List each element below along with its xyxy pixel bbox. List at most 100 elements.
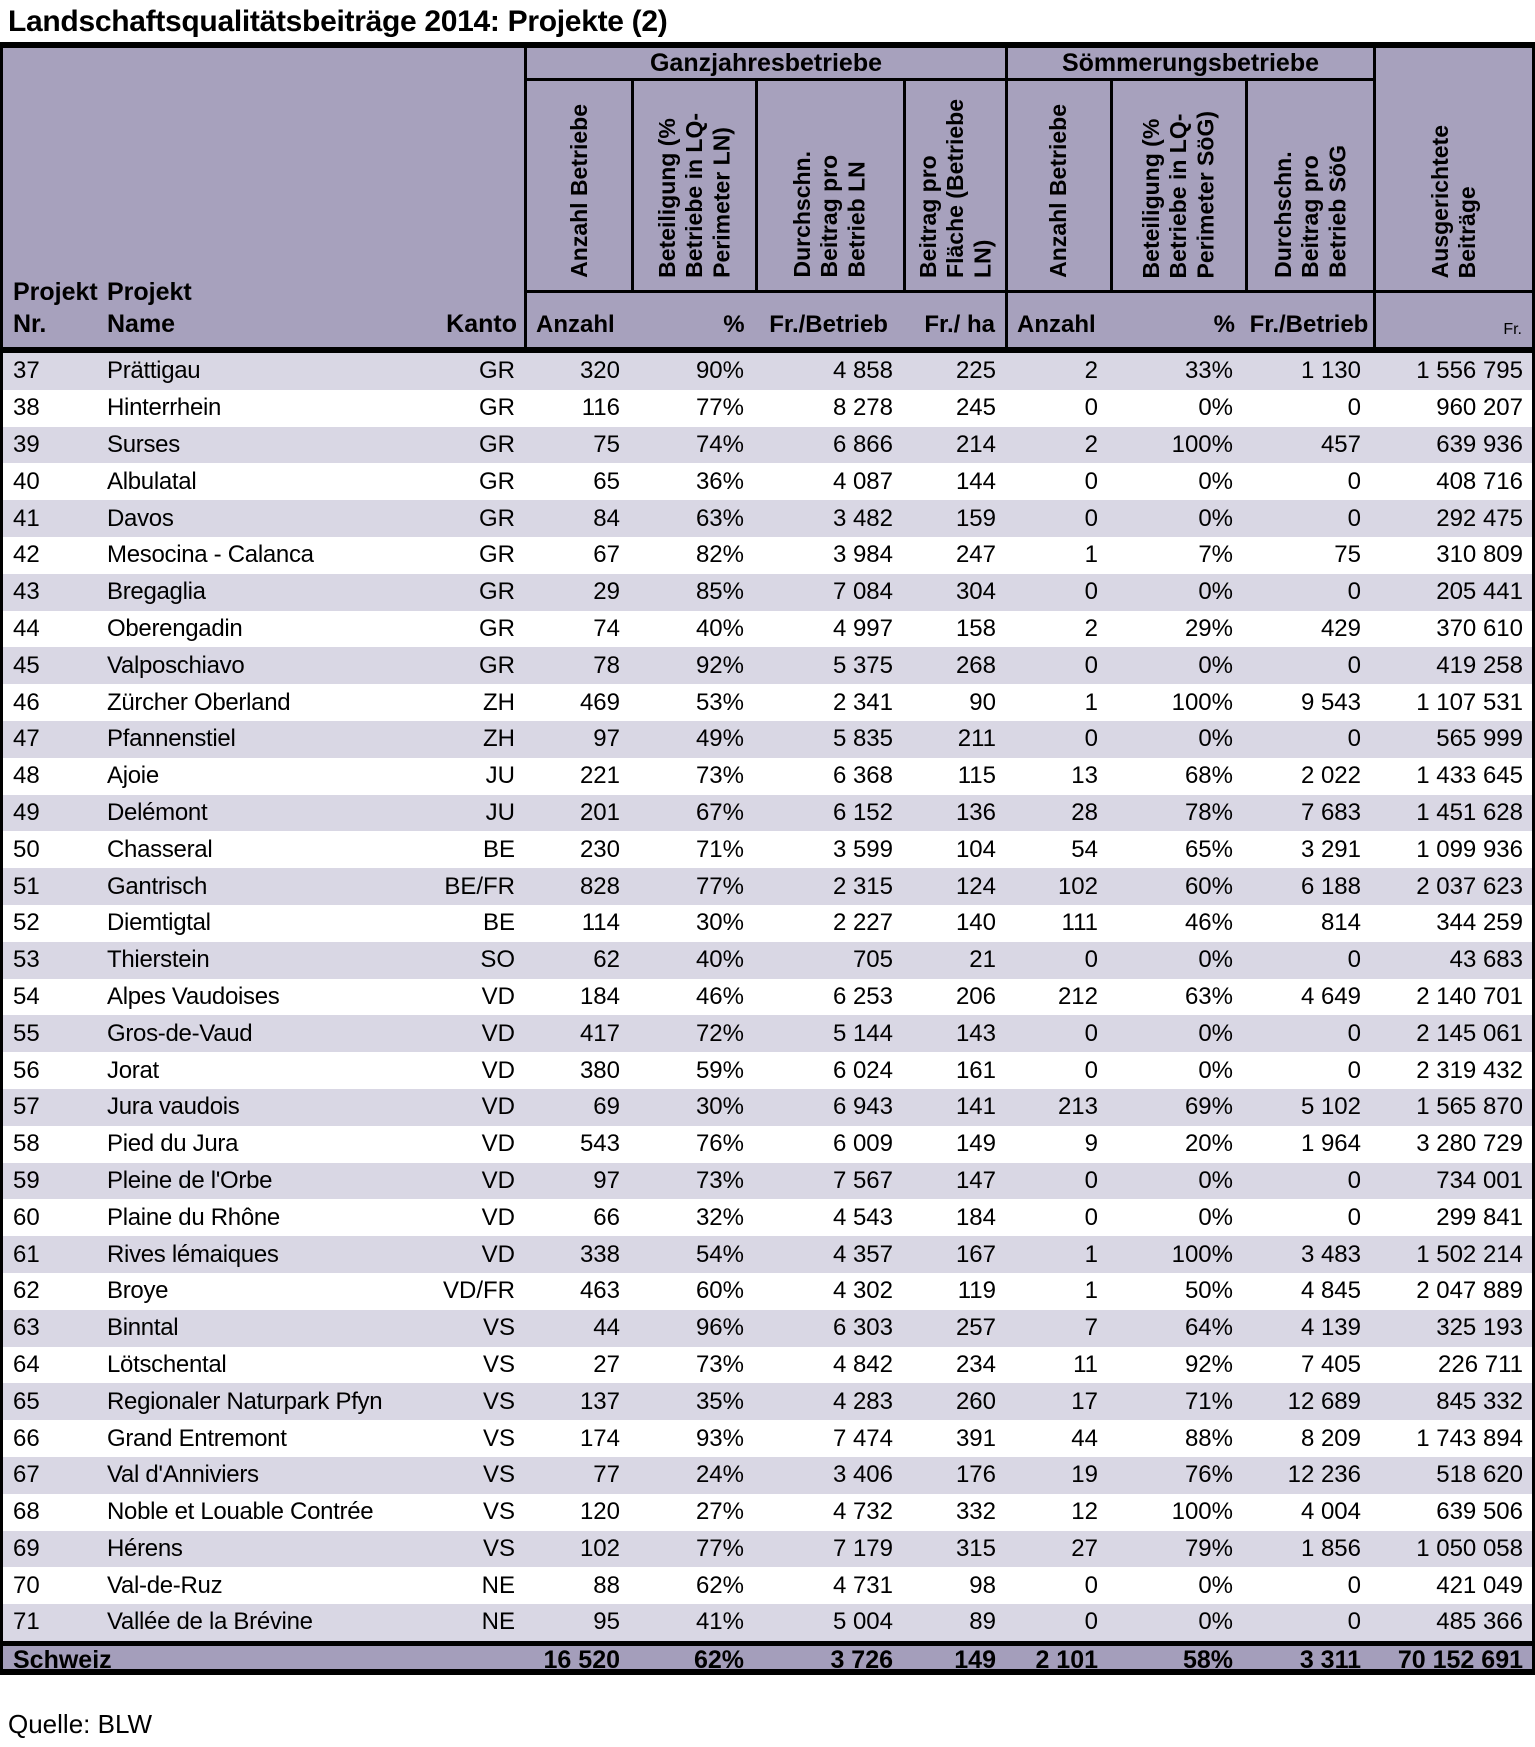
sog-pct-cell: 0% bbox=[1198, 1571, 1233, 1599]
ausgerichtete-fr-cell: 419 258 bbox=[1436, 651, 1523, 679]
gj-fr-betrieb-cell: 4 997 bbox=[832, 614, 893, 642]
kanton-cell: VS bbox=[482, 1461, 515, 1489]
gj-anzahl-cell: 97 bbox=[593, 1166, 620, 1194]
table-row: 70 Val-de-Ruz NE 88 62% 4 731 98 0 0% 0 421 049 bbox=[3, 1567, 1532, 1605]
gj-fr-betrieb-cell: 2 227 bbox=[832, 909, 893, 937]
gj-pct-cell: 53% bbox=[695, 688, 744, 716]
project-nr-cell: 48 bbox=[13, 762, 40, 790]
table-row: 61 Rives lémaiques VD 338 54% 4 357 167 1 100% 3 … bbox=[3, 1236, 1532, 1273]
project-name-cell: Ajoie bbox=[107, 762, 159, 790]
kanton-cell: VD bbox=[481, 1203, 515, 1231]
sog-pct-cell: 68% bbox=[1184, 762, 1233, 790]
sog-pct-cell: 60% bbox=[1184, 872, 1233, 900]
total-label: Schweiz bbox=[13, 1645, 112, 1674]
sog-fr-betrieb-cell: 4 845 bbox=[1300, 1277, 1361, 1305]
project-nr-cell: 70 bbox=[13, 1571, 40, 1599]
total-gj-fr-ha-cell: 149 bbox=[954, 1645, 996, 1674]
kanton-cell: GR bbox=[479, 651, 515, 679]
sog-pct-cell: 100% bbox=[1171, 1498, 1233, 1526]
project-name-cell: Gantrisch bbox=[107, 872, 208, 900]
gj-anzahl-cell: 184 bbox=[579, 982, 620, 1010]
table-row: 62 Broye VD/FR 463 60% 4 302 119 1 50% 4 845 2 047… bbox=[3, 1272, 1532, 1310]
gj-pct-cell: 62% bbox=[695, 1571, 744, 1599]
sog-anzahl-cell: 0 bbox=[1084, 1019, 1098, 1047]
sog-pct-cell: 69% bbox=[1184, 1093, 1233, 1121]
gj-fr-ha-cell: 159 bbox=[955, 504, 996, 532]
table-row: 40 Albulatal GR 65 36% 4 087 144 0 0% 0 408 716 bbox=[3, 463, 1532, 501]
sog-fr-betrieb-cell: 3 483 bbox=[1300, 1240, 1361, 1268]
gj-anzahl-cell: 469 bbox=[579, 688, 620, 716]
sub-header-gj-fr-betrieb: Fr./Betrieb bbox=[769, 311, 888, 338]
sog-anzahl-cell: 0 bbox=[1084, 1056, 1098, 1084]
sog-pct-cell: 0% bbox=[1198, 504, 1233, 532]
sog-anzahl-cell: 0 bbox=[1084, 1608, 1098, 1636]
ausgerichtete-fr-cell: 639 936 bbox=[1436, 430, 1523, 458]
gj-anzahl-cell: 120 bbox=[579, 1498, 620, 1526]
kanton-cell: BE bbox=[482, 909, 515, 937]
gj-pct-cell: 77% bbox=[695, 872, 744, 900]
gj-pct-cell: 63% bbox=[695, 504, 744, 532]
project-nr-cell: 38 bbox=[13, 394, 40, 422]
gj-anzahl-cell: 463 bbox=[579, 1277, 620, 1305]
sog-pct-cell: 7% bbox=[1198, 541, 1233, 569]
project-nr-cell: 42 bbox=[13, 541, 40, 569]
project-nr-cell: 62 bbox=[13, 1277, 40, 1305]
project-nr-cell: 46 bbox=[13, 688, 40, 716]
col-header-gj-durchschn-beitrag: Durchschn. Beitrag pro Betrieb LN bbox=[754, 81, 903, 290]
sog-anzahl-cell: 27 bbox=[1071, 1534, 1098, 1562]
gj-anzahl-cell: 75 bbox=[593, 430, 620, 458]
gj-fr-ha-cell: 115 bbox=[957, 762, 996, 790]
gj-anzahl-cell: 66 bbox=[593, 1203, 620, 1231]
gj-pct-cell: 41% bbox=[695, 1608, 744, 1636]
gj-anzahl-cell: 114 bbox=[581, 909, 620, 937]
gj-fr-betrieb-cell: 3 599 bbox=[832, 835, 893, 863]
sog-pct-cell: 50% bbox=[1184, 1277, 1233, 1305]
kanton-cell: VS bbox=[482, 1424, 515, 1452]
gj-fr-betrieb-cell: 6 943 bbox=[832, 1093, 893, 1121]
sog-fr-betrieb-cell: 75 bbox=[1334, 541, 1361, 569]
ausgerichtete-fr-cell: 1 556 795 bbox=[1416, 357, 1523, 385]
kanton-cell: ZH bbox=[483, 688, 515, 716]
header-left-labels: Projekt Nr. Projekt Name Kanto bbox=[3, 276, 524, 347]
sog-fr-betrieb-cell: 7 405 bbox=[1300, 1350, 1361, 1378]
project-nr-cell: 57 bbox=[13, 1093, 40, 1121]
col-header-ausgerichtete-beitraege: Ausgerichtete Beiträge bbox=[1376, 48, 1532, 293]
gj-pct-cell: 67% bbox=[695, 798, 744, 826]
ausgerichtete-fr-cell: 845 332 bbox=[1436, 1387, 1523, 1415]
gj-anzahl-cell: 137 bbox=[579, 1387, 620, 1415]
gj-fr-ha-cell: 89 bbox=[969, 1608, 996, 1636]
gj-pct-cell: 46% bbox=[695, 982, 744, 1010]
kanton-cell: VD bbox=[481, 1130, 515, 1158]
ausgerichtete-fr-cell: 421 049 bbox=[1436, 1571, 1523, 1599]
gj-pct-cell: 73% bbox=[695, 1350, 744, 1378]
gj-fr-ha-cell: 161 bbox=[955, 1056, 996, 1084]
gj-pct-cell: 72% bbox=[695, 1019, 744, 1047]
kanton-cell: VD bbox=[481, 1019, 515, 1047]
gj-anzahl-cell: 338 bbox=[579, 1240, 620, 1268]
project-nr-cell: 63 bbox=[13, 1314, 40, 1342]
gj-pct-cell: 40% bbox=[695, 946, 744, 974]
sog-anzahl-cell: 2 bbox=[1084, 614, 1098, 642]
sog-fr-betrieb-cell: 0 bbox=[1347, 1056, 1361, 1084]
gj-anzahl-cell: 828 bbox=[579, 872, 620, 900]
gj-anzahl-cell: 44 bbox=[593, 1314, 620, 1342]
gj-fr-betrieb-cell: 3 482 bbox=[832, 504, 893, 532]
sog-pct-cell: 0% bbox=[1198, 1056, 1233, 1084]
sog-fr-betrieb-cell: 5 102 bbox=[1300, 1093, 1361, 1121]
ausgerichtete-fr-cell: 292 475 bbox=[1436, 504, 1523, 532]
rotated-header-row-gj: Anzahl Betriebe Beteiligung (% Betriebe … bbox=[527, 81, 1005, 293]
project-nr-cell: 61 bbox=[13, 1240, 40, 1268]
project-name-cell: Vallée de la Brévine bbox=[107, 1608, 313, 1636]
table-row: 69 Hérens VS 102 77% 7 179 315 27 79% 1 856 1 050 … bbox=[3, 1530, 1532, 1568]
gj-fr-ha-cell: 211 bbox=[957, 725, 996, 753]
gj-anzahl-cell: 380 bbox=[579, 1056, 620, 1084]
gj-anzahl-cell: 74 bbox=[593, 614, 620, 642]
table-row: 47 Pfannenstiel ZH 97 49% 5 835 211 0 0% 0 565 999 bbox=[3, 720, 1532, 758]
table-row: 48 Ajoie JU 221 73% 6 368 115 13 68% 2 022 1 433 6… bbox=[3, 757, 1532, 795]
gj-anzahl-cell: 116 bbox=[581, 394, 620, 422]
sog-anzahl-cell: 0 bbox=[1084, 394, 1098, 422]
table-row: 38 Hinterrhein GR 116 77% 8 278 245 0 0% 0 960 207 bbox=[3, 389, 1532, 427]
sog-fr-betrieb-cell: 457 bbox=[1320, 430, 1361, 458]
project-nr-cell: 71 bbox=[13, 1608, 40, 1636]
table-body: 37 Prättigau GR 320 90% 4 858 225 2 33% 1 130 1 55… bbox=[3, 353, 1532, 1641]
